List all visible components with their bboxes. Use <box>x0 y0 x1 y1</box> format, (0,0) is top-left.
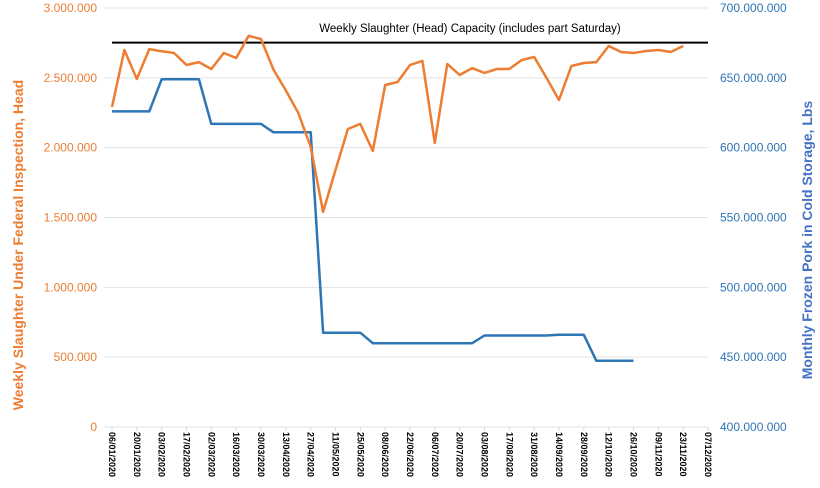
x-tick-label: 28/09/2020 <box>579 432 589 477</box>
x-tick-label: 20/01/2020 <box>132 432 142 477</box>
x-tick-label: 20/07/2020 <box>455 432 465 477</box>
capacity-annotation: Weekly Slaughter (Head) Capacity (includ… <box>319 23 621 35</box>
x-axis-ticks: 06/01/2020 20/01/2020 03/02/2020 17/02/2020… <box>107 427 713 477</box>
x-tick-label: 12/10/2020 <box>604 432 614 477</box>
x-tick-label: 17/02/2020 <box>182 432 192 477</box>
x-tick-label: 25/05/2020 <box>355 432 365 477</box>
left-tick-label: 1.500.000 <box>44 211 98 225</box>
x-tick-label: 14/09/2020 <box>554 432 564 477</box>
x-tick-label: 16/03/2020 <box>231 432 241 477</box>
x-tick-label: 07/12/2020 <box>703 432 713 477</box>
x-tick-label: 08/06/2020 <box>380 432 390 477</box>
x-tick-label: 22/06/2020 <box>405 432 415 477</box>
left-tick-label: 2.500.000 <box>44 71 98 85</box>
frozen-pork-line <box>112 77 634 362</box>
x-tick-label: 26/10/2020 <box>629 432 639 477</box>
x-tick-label: 27/04/2020 <box>306 432 316 477</box>
right-axis-title: Monthly Frozen Pork in Cold Storage, Lbs <box>799 101 815 380</box>
x-tick-label: 30/03/2020 <box>256 432 266 477</box>
right-tick-label: 450.000.000 <box>720 350 787 364</box>
x-tick-label: 03/08/2020 <box>480 432 490 477</box>
x-tick-label: 06/01/2020 <box>107 432 117 477</box>
x-tick-label: 11/05/2020 <box>331 432 341 477</box>
left-tick-label: 0 <box>90 420 97 434</box>
right-tick-label: 550.000.000 <box>720 211 787 225</box>
right-tick-label: 400.000.000 <box>720 420 787 434</box>
x-tick-label: 17/08/2020 <box>504 432 514 477</box>
x-tick-label: 31/08/2020 <box>529 432 539 477</box>
left-tick-label: 3.000.000 <box>44 1 98 15</box>
right-tick-label: 700.000.000 <box>720 1 787 15</box>
left-axis-title: Weekly Slaughter Under Federal Inspectio… <box>10 80 26 410</box>
left-tick-label: 1.000.000 <box>44 280 98 294</box>
left-axis-ticks: 0 500.000 1.000.000 1.500.000 2.000.000 2.500… <box>44 1 98 434</box>
x-tick-label: 13/04/2020 <box>281 432 291 477</box>
x-tick-label: 06/07/2020 <box>430 432 440 477</box>
gridlines <box>104 7 708 428</box>
x-tick-label: 03/02/2020 <box>157 432 167 477</box>
right-tick-label: 650.000.000 <box>720 71 787 85</box>
right-tick-label: 500.000.000 <box>720 280 787 294</box>
left-tick-label: 2.000.000 <box>44 141 98 155</box>
x-tick-label: 23/11/2020 <box>678 432 688 477</box>
weekly-slaughter-line <box>110 34 684 214</box>
right-tick-label: 600.000.000 <box>720 141 787 155</box>
x-tick-label: 02/03/2020 <box>206 432 216 477</box>
right-axis-ticks: 400.000.000 450.000.000 500.000.000 550.000… <box>720 1 787 434</box>
left-tick-label: 500.000 <box>54 350 98 364</box>
series-lines <box>110 34 684 362</box>
x-tick-label: 09/11/2020 <box>653 432 663 477</box>
